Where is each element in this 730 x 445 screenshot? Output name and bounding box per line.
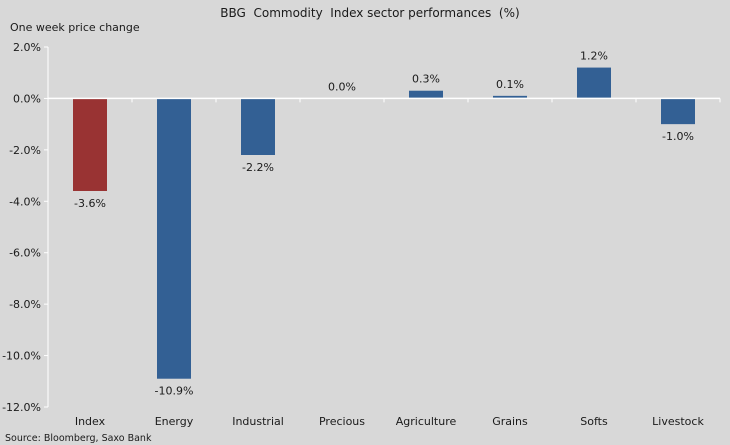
source-note: Source: Bloomberg, Saxo Bank bbox=[5, 433, 152, 444]
bar-industrial bbox=[241, 98, 275, 155]
y-tick-label: -10.0% bbox=[2, 350, 41, 363]
x-tick-label: Grains bbox=[492, 415, 528, 428]
bar-energy bbox=[157, 98, 191, 379]
data-label: -3.6% bbox=[74, 197, 106, 210]
data-label: 1.2% bbox=[580, 50, 608, 63]
x-tick-label: Precious bbox=[319, 415, 365, 428]
bar-livestock bbox=[661, 98, 695, 125]
y-tick-label: -2.0% bbox=[9, 144, 41, 157]
x-tick-label: Softs bbox=[580, 415, 608, 428]
y-tick-label: 2.0% bbox=[13, 41, 41, 54]
data-label: 0.0% bbox=[328, 80, 356, 93]
data-label: -10.9% bbox=[155, 385, 194, 398]
bar-agriculture bbox=[409, 90, 443, 99]
y-tick-label: -12.0% bbox=[2, 401, 41, 414]
x-tick-label: Agriculture bbox=[396, 415, 457, 428]
y-tick-label: -6.0% bbox=[9, 247, 41, 260]
x-tick-label: Industrial bbox=[232, 415, 284, 428]
data-label: -2.2% bbox=[242, 161, 274, 174]
data-label: 0.3% bbox=[412, 73, 440, 86]
bar-softs bbox=[577, 67, 611, 99]
chart-subtitle: One week price change bbox=[10, 21, 140, 34]
y-tick-label: -4.0% bbox=[9, 195, 41, 208]
data-label: -1.0% bbox=[662, 130, 694, 143]
bar-grains bbox=[493, 95, 527, 99]
y-tick-label: 0.0% bbox=[13, 92, 41, 105]
bar-index bbox=[73, 98, 107, 191]
x-tick-label: Index bbox=[75, 415, 106, 428]
x-tick-label: Livestock bbox=[652, 415, 704, 428]
chart-title: BBG Commodity Index sector performances … bbox=[220, 6, 519, 20]
y-tick-label: -8.0% bbox=[9, 298, 41, 311]
x-tick-label: Energy bbox=[155, 415, 194, 428]
data-label: 0.1% bbox=[496, 78, 524, 91]
